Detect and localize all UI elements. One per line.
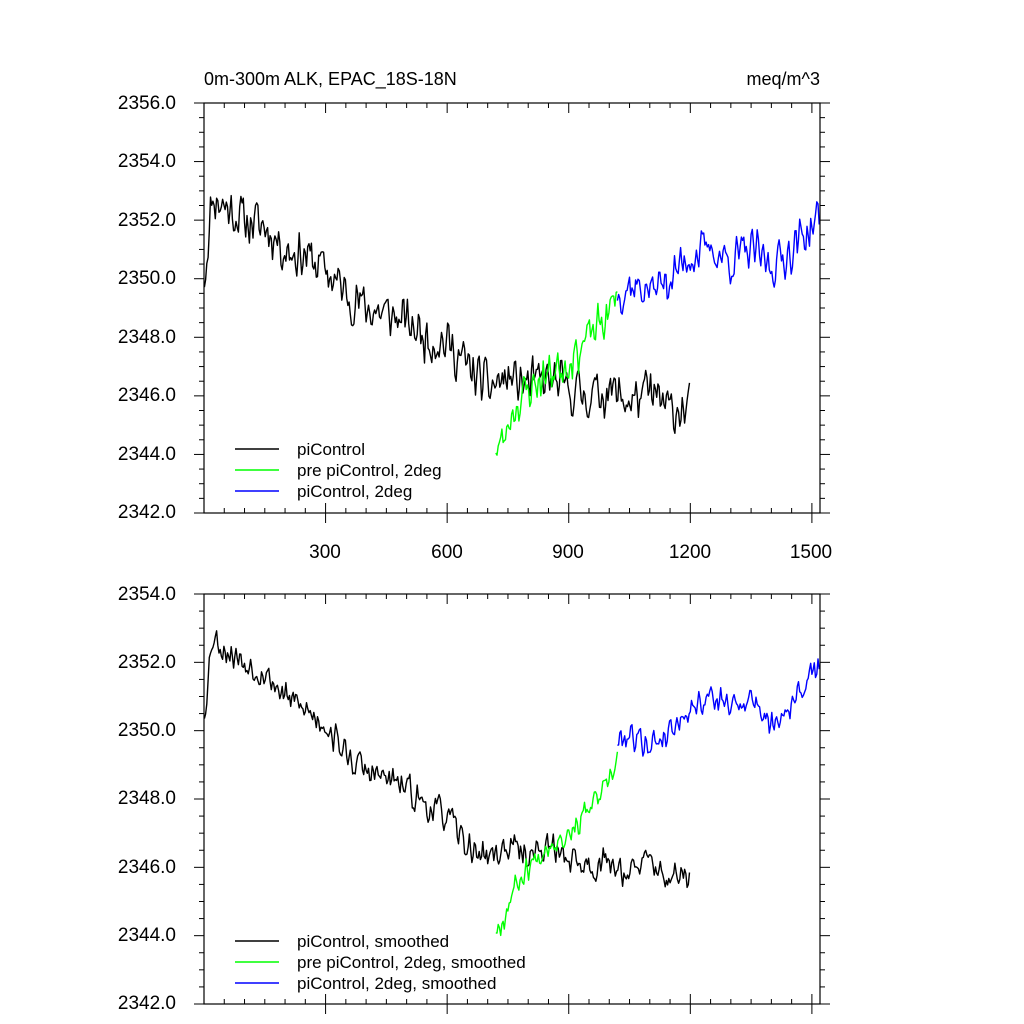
units-label: meq/m^3 bbox=[747, 69, 820, 89]
top-series-line-2 bbox=[616, 201, 820, 315]
legend-label: pre piControl, 2deg bbox=[297, 461, 442, 480]
ytick-label: 2354.0 bbox=[118, 584, 176, 605]
bottom-series-line-2 bbox=[617, 658, 820, 757]
top-series-line-1 bbox=[495, 291, 618, 456]
ytick-label: 2346.0 bbox=[118, 857, 176, 878]
xtick-label: 900 bbox=[552, 542, 584, 563]
ytick-label: 2356.0 bbox=[118, 93, 176, 114]
top-plot-frame bbox=[203, 102, 821, 514]
bottom-plot-frame bbox=[203, 593, 821, 1005]
ytick-label: 2352.0 bbox=[118, 210, 176, 231]
top-series-line-0 bbox=[203, 194, 691, 434]
ytick-label: 2348.0 bbox=[118, 788, 176, 809]
top-panel: 0m-300m ALK, EPAC_18S-18N meq/m^3 2342.0… bbox=[118, 69, 832, 563]
legend-label: piControl, 2deg bbox=[297, 482, 412, 501]
ytick-label: 2352.0 bbox=[118, 652, 176, 673]
bottom-ticks-group bbox=[194, 593, 830, 1014]
bottom-series-line-0 bbox=[203, 630, 691, 889]
ytick-label: 2354.0 bbox=[118, 151, 176, 172]
chart-title: 0m-300m ALK, EPAC_18S-18N bbox=[204, 69, 457, 90]
legend-label: piControl bbox=[297, 440, 365, 459]
top-legend: piControl pre piControl, 2deg piControl,… bbox=[235, 440, 442, 501]
ytick-label: 2346.0 bbox=[118, 385, 176, 406]
bottom-legend: piControl, smoothed pre piControl, 2deg,… bbox=[235, 932, 526, 993]
legend-label: piControl, smoothed bbox=[297, 932, 449, 951]
ytick-label: 2344.0 bbox=[118, 925, 176, 946]
xtick-label: 600 bbox=[431, 542, 463, 563]
xtick-label: 1500 bbox=[790, 542, 832, 563]
bottom-series-group bbox=[203, 630, 820, 937]
bottom-series-line-1 bbox=[495, 751, 619, 937]
legend-label: pre piControl, 2deg, smoothed bbox=[297, 953, 526, 972]
ytick-label: 2348.0 bbox=[118, 327, 176, 348]
ytick-label: 2350.0 bbox=[118, 268, 176, 289]
ytick-label: 2344.0 bbox=[118, 444, 176, 465]
legend-label: piControl, 2deg, smoothed bbox=[297, 974, 496, 993]
ytick-label: 2342.0 bbox=[118, 502, 176, 523]
bottom-panel: 2342.0 2344.0 2346.0 2348.0 2350.0 2352.… bbox=[118, 584, 830, 1014]
ytick-label: 2342.0 bbox=[118, 993, 176, 1014]
top-series-group bbox=[203, 194, 820, 456]
ytick-label: 2350.0 bbox=[118, 720, 176, 741]
xtick-label: 1200 bbox=[669, 542, 711, 563]
xtick-label: 300 bbox=[309, 542, 341, 563]
